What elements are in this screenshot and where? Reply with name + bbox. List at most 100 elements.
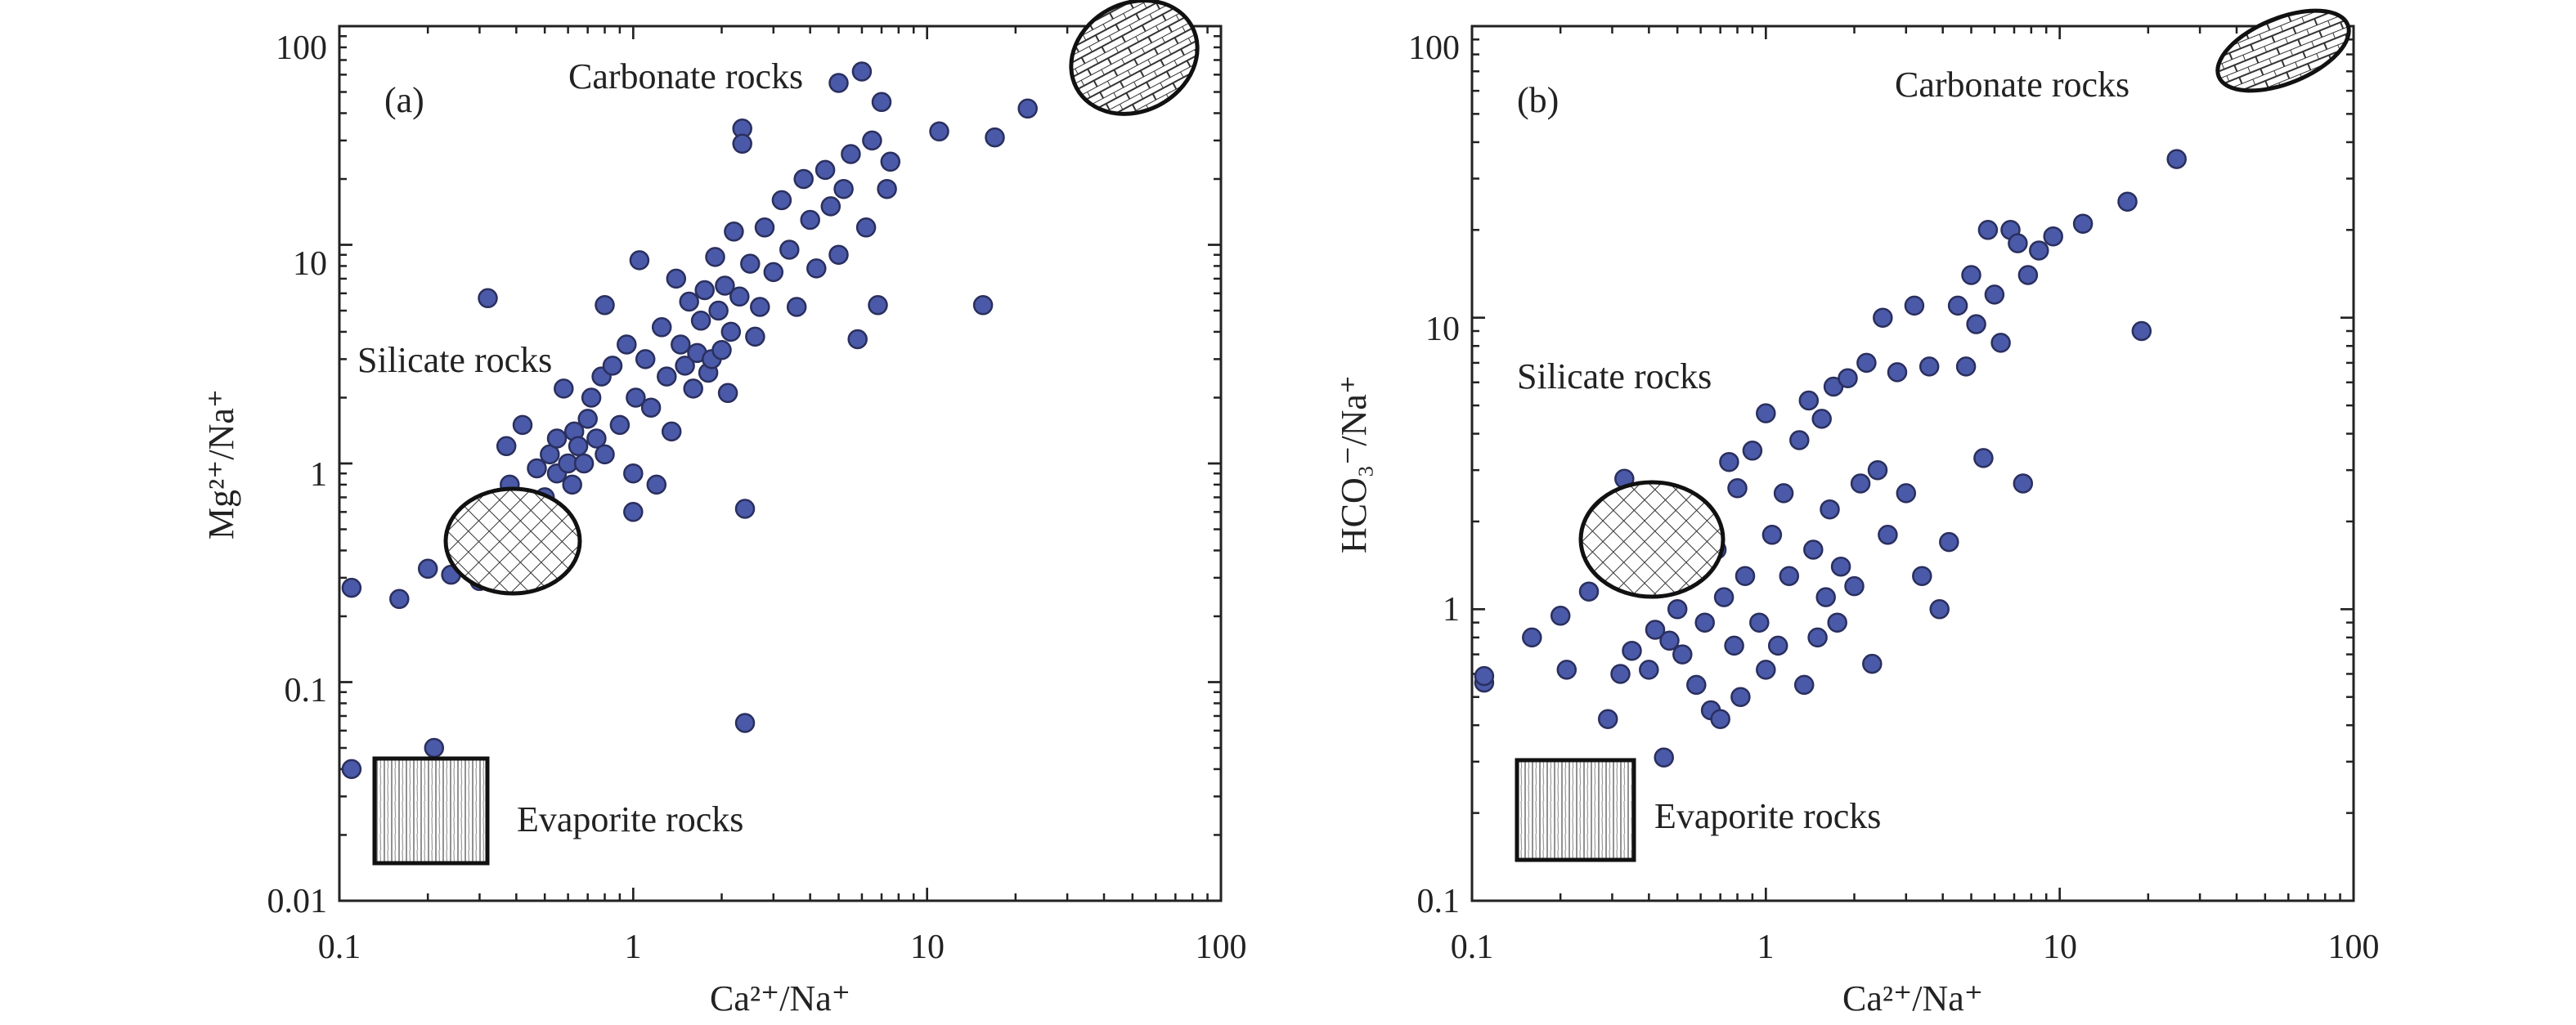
panel-a-data-point [705,247,725,267]
panel-a-evaporite-label: Evaporite rocks [517,799,743,839]
panel-b-ylabel: HCO₃⁻/Na⁺ [1334,375,1374,553]
panel-b-data-point [1939,531,1959,553]
panel-b-evaporite-region [1515,758,1636,862]
panel-b-marks [1470,25,2355,902]
panel-b-data-point [1873,307,1893,328]
panel-a-data-point [820,196,841,217]
panel-b-data-point [1966,314,1986,334]
panel-b-data-point [1724,635,1744,656]
panel-b-data-point [1789,430,1810,450]
panel-b-data-point [1798,390,1820,411]
panel-a-data-point [679,291,699,312]
panel-a-data-point [708,300,729,321]
panel-a-data-point [972,295,994,316]
panel-b-data-point [1659,630,1680,651]
panel-b-data-point [1556,660,1577,680]
panel-a-data-point [389,589,410,610]
panel-a-data-point [609,414,631,436]
panel-b-data-point [1867,459,1888,481]
panel-a-xlabel: Ca²⁺/Na⁺ [710,978,850,1018]
panel-a-tag: (a) [384,80,424,120]
panel-a-data-point [754,217,775,238]
panel-b-data-point [1550,606,1571,626]
panel-b-data-point [1887,362,1908,383]
panel-b-silicate-label: Silicate rocks [1517,356,1712,396]
panel-b-data-point [2131,320,2152,342]
panel-b-data-point [2017,265,2039,285]
panel-b-data-point [1912,566,1932,586]
panel-a-data-point [732,133,752,154]
panel-a-data-point [577,409,598,429]
panel-b-data-point [1727,478,1748,499]
panel-b-data-point [1710,709,1730,729]
panel-a-ylabel: Mg²⁺/Na⁺ [201,389,241,539]
panel-a-data-point [690,311,711,331]
panel-b-carbonate-label: Carbonate rocks [1895,65,2129,105]
panel-b-data-point [1742,441,1763,461]
panel-a-data-point [720,321,742,342]
panel-b-data-point [1955,356,1977,377]
panel-a-data-point [806,258,827,279]
panel-b-data-point [1756,403,1776,423]
panel-b-data-point [1878,525,1898,545]
panel-b-data-point [1713,587,1735,607]
panel-b-data-point [2013,473,2034,494]
panel-a-data-point [734,499,756,519]
panel-a-data-point [786,297,807,317]
panel-a-data-point [750,297,770,317]
panel-a-data-point [671,334,691,355]
panel-a-data-point [828,73,849,93]
panel-b-data-point [1850,473,1871,494]
panel-b-ytick-3: 100 [1408,29,1460,67]
panel-a-ytick-3: 10 [293,245,327,283]
panel-b-data-point [1827,612,1847,633]
panel-a-data-point [880,151,901,172]
panel-a-data-point [828,244,849,265]
panel-a-data-point [635,349,656,369]
panel-b-data-point [1522,627,1542,648]
panel-a-data-point [724,222,744,242]
panel-a-data-point [675,356,695,376]
panel-a-data-point [623,463,644,484]
panel-a-data-point [694,280,715,301]
panel-b-data-point [1735,566,1756,586]
panel-b-data-point [1610,664,1631,684]
panel-a-data-point [763,262,784,283]
panel-b-data-point [1815,587,1836,607]
panel-a-data-point [877,178,897,199]
panel-b-data-point [1578,581,1600,602]
panel-a-data-point [640,397,662,418]
panel-a-ytick-2: 1 [310,456,327,494]
panel-a-data-point [779,239,800,260]
panel-b-ytick-1: 1 [1443,591,1460,629]
panel-a: (a) Carbonate rocks Silicate rocks Evapo… [201,0,1247,1018]
panel-a-data-point [985,127,1005,148]
panel-b-data-point [1929,599,1950,620]
panel-a-xtick-2: 10 [910,929,945,966]
panel-a-data-point [546,428,568,449]
panel-a-data-point [595,444,615,465]
panel-b-ytick-0: 0.1 [1417,883,1461,920]
panel-a-data-point [833,178,854,199]
panel-a-data-point [586,428,607,449]
panel-b-data-point [2008,233,2028,253]
panel-a-data-point [602,356,623,376]
panel-b-data-point [1830,556,1851,577]
panel-a-data-point [581,387,602,408]
panel-b-data-point [1622,640,1642,661]
panel-b-data-point [1761,525,1783,545]
panel-b-data-point [1597,709,1618,729]
panel-b-data-point [1984,284,2005,305]
panel-a-silicate-label: Silicate rocks [357,340,552,380]
panel-a-data-point [815,159,836,181]
panel-a-data-point [341,577,362,598]
panel-a-data-point [646,474,667,495]
panel-a-ytick-1: 0.1 [285,672,328,709]
panel-a-data-point [629,250,650,271]
panel-a-data-point [651,317,672,338]
panel-a-data-point [711,340,732,360]
panel-a-data-point [554,378,574,399]
panel-a-data-point [871,92,892,113]
panel-a-data-point [341,759,362,780]
